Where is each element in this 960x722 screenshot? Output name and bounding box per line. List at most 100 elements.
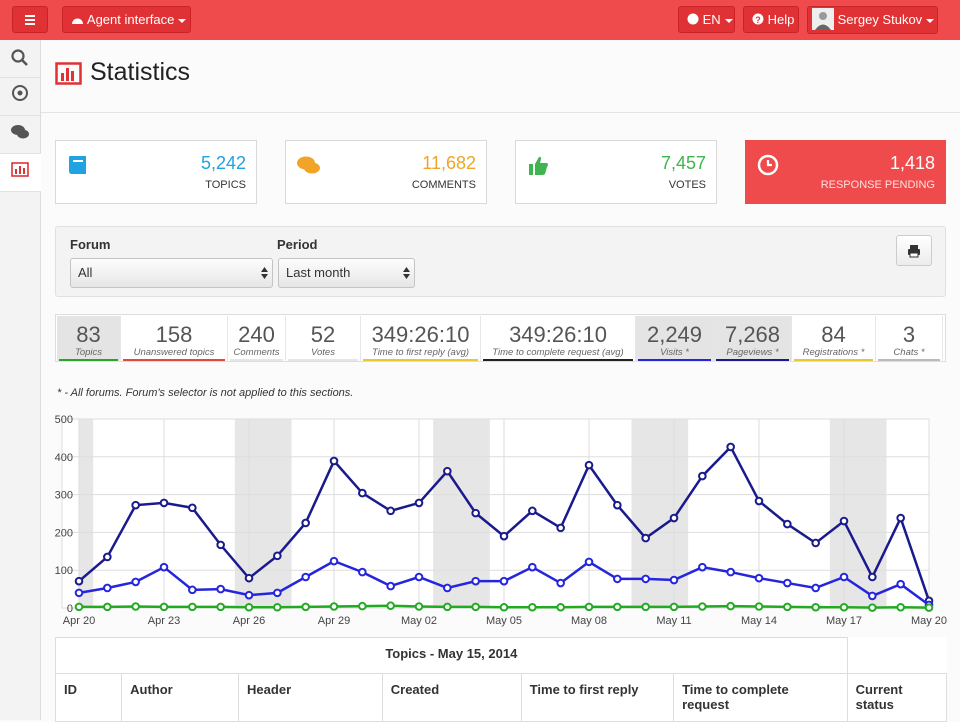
stat-item[interactable]: 3 Chats * — [876, 316, 943, 362]
x-tick-label: May 14 — [741, 615, 777, 627]
y-tick-label: 100 — [55, 565, 73, 577]
x-tick-label: May 20 — [911, 615, 947, 627]
data-point — [273, 551, 282, 561]
stat-item[interactable]: 2,249 Visits * — [636, 316, 714, 362]
stat-value: 84 — [821, 322, 846, 347]
weekend-band — [433, 419, 490, 608]
data-point — [584, 557, 594, 567]
data-point — [726, 601, 735, 611]
data-point — [443, 602, 452, 612]
search-nav[interactable] — [0, 40, 40, 78]
card-value: 1,418 — [889, 153, 935, 173]
data-point — [839, 602, 849, 612]
comments-nav[interactable] — [0, 116, 40, 154]
menu-icon — [25, 15, 35, 25]
data-point — [783, 602, 792, 612]
user-name: Sergey Stukov — [837, 12, 923, 27]
data-point — [528, 602, 537, 612]
data-point — [811, 538, 820, 548]
data-point — [131, 602, 140, 611]
data-point — [613, 500, 622, 510]
data-point — [669, 602, 679, 612]
data-point — [868, 591, 877, 601]
card-icon — [296, 153, 322, 179]
summary-card: 7,457 VOTES — [515, 140, 717, 204]
data-point — [669, 575, 679, 585]
note: * - All forums. Forum's selector is not … — [57, 387, 354, 399]
dashboard-icon — [72, 18, 83, 24]
data-point — [613, 602, 622, 612]
stat-underline — [794, 359, 873, 361]
stat-underline — [123, 359, 225, 361]
avatar — [812, 8, 834, 30]
weekend-band — [829, 419, 887, 608]
stat-label: Registrations * — [802, 347, 865, 358]
stat-underline — [483, 359, 633, 361]
globe-icon — [687, 13, 699, 25]
data-point — [726, 442, 735, 452]
card-value: 7,457 — [660, 153, 706, 173]
data-point — [103, 583, 112, 593]
stat-underline — [878, 359, 940, 361]
divider — [41, 112, 960, 113]
period-value: Last month — [286, 265, 351, 280]
stat-item[interactable]: 349:26:10 Time to complete request (avg) — [481, 316, 636, 362]
data-point — [839, 516, 849, 526]
stat-value: 158 — [155, 322, 193, 347]
stat-underline — [288, 359, 358, 361]
data-point — [74, 602, 84, 612]
language-button[interactable]: EN — [678, 6, 735, 33]
filter-panel: Forum All Period Last month — [55, 226, 946, 297]
card-value: 5,242 — [200, 153, 246, 173]
stat-label: Topics — [74, 347, 103, 358]
x-tick-label: Apr 26 — [233, 615, 265, 627]
period-select[interactable]: Last month — [278, 258, 415, 288]
data-point — [556, 523, 565, 533]
data-point — [216, 540, 225, 550]
y-tick-label: 200 — [55, 527, 73, 539]
stat-item[interactable]: 84 Registrations * — [792, 316, 876, 362]
forum-select[interactable]: All — [70, 258, 273, 288]
stat-label: Unanswered topics — [133, 347, 215, 358]
stat-item[interactable]: 7,268 Pageviews * — [714, 316, 792, 362]
data-point — [188, 503, 197, 513]
stat-item[interactable]: 83 Topics — [57, 316, 121, 362]
column-header: Time to complete request — [673, 673, 848, 722]
data-point — [301, 572, 310, 582]
stat-value: 83 — [76, 322, 101, 347]
stat-value: 7,268 — [724, 322, 781, 347]
stat-item[interactable]: 52 Votes — [286, 316, 361, 362]
data-point — [329, 456, 339, 466]
forum-value: All — [78, 265, 93, 280]
stat-label: Time to complete request (avg) — [492, 347, 624, 358]
column-header: Time to first reply — [520, 673, 675, 722]
agent-interface-button[interactable]: Agent interface — [62, 6, 191, 33]
y-tick-label: 0 — [67, 603, 73, 615]
stat-item[interactable]: 240 Comments — [228, 316, 286, 362]
page-title: Statistics — [90, 58, 191, 86]
card-icon — [66, 153, 92, 179]
stat-item[interactable]: 158 Unanswered topics — [121, 316, 228, 362]
stat-label: Pageviews * — [726, 347, 779, 358]
data-point — [584, 602, 594, 612]
print-button[interactable] — [896, 235, 932, 266]
data-point — [386, 601, 395, 611]
x-tick-label: Apr 23 — [148, 615, 180, 627]
data-point — [868, 603, 877, 612]
statistics-nav[interactable] — [0, 154, 41, 192]
forum-label: Forum — [70, 237, 111, 252]
svg-text:?: ? — [755, 15, 761, 25]
data-point — [698, 602, 707, 611]
data-point — [811, 602, 820, 612]
stat-item[interactable]: 349:26:10 Time to first reply (avg) — [361, 316, 481, 362]
user-button[interactable]: Sergey Stukov — [807, 6, 938, 34]
help-button[interactable]: ? Help — [743, 6, 799, 33]
x-tick-label: May 08 — [571, 615, 607, 627]
menu-button[interactable] — [12, 6, 48, 33]
stat-value: 349:26:10 — [371, 322, 470, 347]
status-nav[interactable] — [0, 78, 40, 116]
stat-underline — [59, 359, 118, 361]
data-point — [414, 498, 424, 508]
data-point — [868, 572, 877, 582]
